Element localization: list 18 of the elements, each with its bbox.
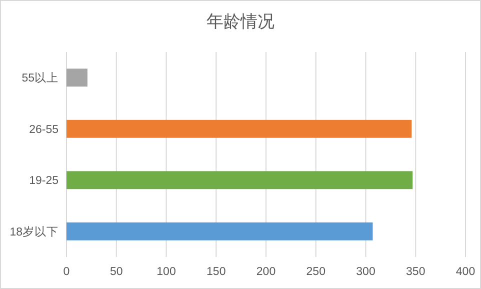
- x-tick-label: 350: [406, 266, 426, 278]
- chart-title: 年龄情况: [206, 12, 274, 31]
- y-tick-label: 26-55: [29, 124, 58, 136]
- x-tick-label: 400: [456, 266, 476, 278]
- bar: [66, 68, 88, 87]
- x-tick-label: 150: [206, 266, 226, 278]
- y-tick-label: 18岁以下: [10, 225, 58, 238]
- x-tick-label: 50: [110, 266, 123, 278]
- x-tick-label: 250: [306, 266, 326, 278]
- y-tick-label: 55以上: [22, 72, 58, 85]
- bar: [66, 120, 412, 138]
- x-tick-label: 0: [63, 266, 70, 278]
- bar: [66, 222, 373, 240]
- y-tick-label: 19-25: [29, 175, 58, 188]
- x-tick-label: 100: [156, 266, 176, 278]
- bar: [66, 171, 413, 190]
- x-tick-label: 200: [256, 266, 276, 278]
- x-tick-label: 300: [356, 266, 376, 278]
